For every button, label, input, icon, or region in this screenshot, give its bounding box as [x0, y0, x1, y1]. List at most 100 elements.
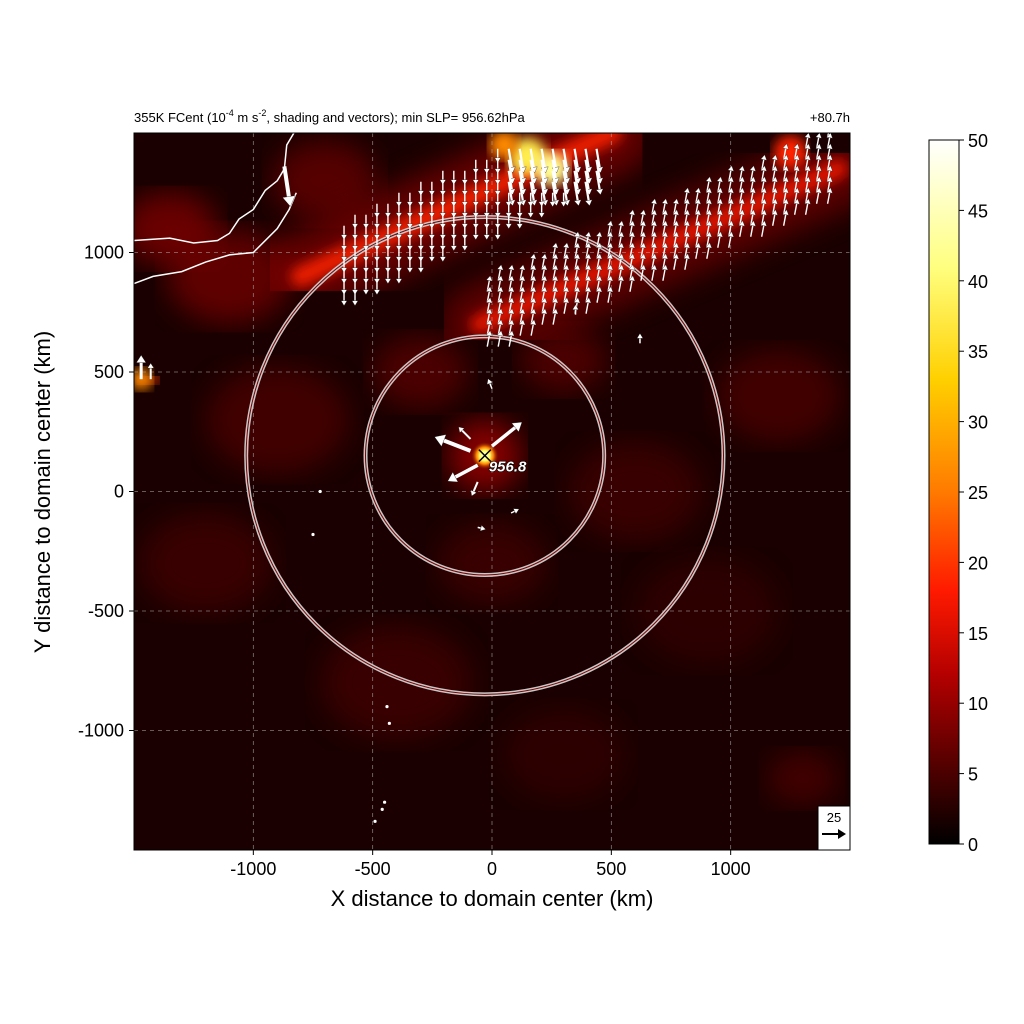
vector-northeast-354-head: [815, 133, 822, 139]
vector-west-2-head: [147, 362, 155, 369]
vector-core-sw-shaft: [454, 463, 479, 479]
colorbar-tick-label-25: 25: [968, 483, 988, 503]
reference-vector-box: 25: [817, 805, 851, 851]
vector-north-157-head: [595, 188, 604, 196]
vector-core-sw-head: [447, 471, 459, 483]
vector-northeast-173-head: [508, 286, 515, 293]
vector-northeast-295-head: [705, 242, 713, 249]
vector-north-151-shaft: [584, 148, 590, 168]
vector-northeast-318-head: [749, 198, 756, 205]
vector-northeast-344-head: [793, 176, 800, 183]
vector-northeast-305-head: [727, 198, 735, 205]
vector-northeast-249-shaft: [629, 280, 633, 292]
colorbar-tick-label-40: 40: [968, 272, 988, 292]
vector-northeast-295-shaft: [706, 247, 710, 259]
vector-northeast-310-head: [738, 176, 745, 183]
vector-northeast-190-shaft: [530, 324, 534, 336]
vector-northeast-242-shaft: [618, 280, 622, 292]
vector-northeast-337-head: [782, 176, 789, 183]
vector-northeast-184-head: [529, 253, 537, 260]
vector-northeast-301-head: [716, 231, 724, 238]
vector-northeast-257-head: [650, 209, 658, 216]
vector-northeast-338-head: [782, 187, 789, 194]
vector-north-21-head: [362, 289, 370, 295]
field-blob-12: [134, 192, 218, 265]
vector-northeast-216-head: [573, 297, 581, 304]
vector-north-150-head: [573, 199, 582, 207]
colorbar-tick-label-20: 20: [968, 553, 988, 573]
colorbar-tick-label-30: 30: [968, 413, 988, 433]
vector-northeast-365-head: [826, 176, 833, 183]
vector-coast-big-head: [282, 195, 296, 207]
vector-northeast-217-head: [584, 231, 592, 238]
island-1: [387, 721, 391, 725]
vector-northeast-239-head: [617, 242, 625, 249]
vector-northeast-191-head: [540, 253, 548, 260]
vector-core-se-shaft: [510, 510, 515, 514]
vector-northeast-308-head: [727, 231, 735, 238]
vector-northeast-288-shaft: [695, 247, 699, 259]
vector-north-111-shaft: [507, 148, 513, 168]
vector-northeast-352-head: [804, 187, 811, 194]
coastline-main: [134, 133, 295, 244]
vector-northeast-329-head: [771, 165, 778, 172]
vector-northeast-328-head: [771, 154, 778, 161]
vector-northeast-240-head: [617, 253, 625, 260]
vector-northeast-245-head: [628, 231, 636, 238]
vector-core-ne-head: [511, 421, 523, 433]
vector-northeast-362-head: [826, 143, 833, 150]
vector-northeast-206-head: [562, 264, 570, 271]
vector-northeast-223-head: [584, 297, 592, 304]
vector-west-1-head: [136, 354, 147, 363]
y-tick-label-500: 500: [94, 362, 124, 382]
vector-northeast-205-head: [562, 253, 570, 260]
vector-north-114-shaft: [507, 181, 513, 201]
colorbar: 0 5 10 15 20 25 30 35 40 45 50: [928, 131, 988, 855]
vector-northeast-281-head: [683, 242, 691, 249]
y-axis-ticks: -1000 -500 0 500 1000: [78, 243, 134, 741]
vector-core-ssw-head: [479, 524, 486, 532]
vector-northeast-359-head: [815, 187, 822, 194]
vector-north-110-head: [494, 234, 501, 241]
vector-northeast-163-shaft: [486, 335, 490, 347]
field-blob-6: [501, 707, 626, 801]
vector-northeast-271-head: [672, 209, 680, 216]
vector-northeast-348-head: [804, 143, 811, 150]
vector-northeast-366-head: [826, 187, 833, 194]
vector-northeast-266-head: [661, 231, 669, 238]
vector-north-74-head: [439, 256, 447, 263]
vector-northeast-282-head: [683, 253, 691, 260]
vector-north-124-head: [516, 223, 523, 230]
vector-northeast-309-head: [738, 165, 745, 172]
vector-northeast-203-shaft: [552, 313, 556, 325]
vector-northeast-263-head: [661, 198, 669, 205]
vector-northeast-322-head: [760, 165, 767, 172]
island-6: [311, 532, 315, 537]
vector-northeast-166-head: [497, 286, 504, 293]
vector-northeast-336-head: [782, 165, 789, 172]
vector-core-w-shaft: [443, 438, 472, 453]
vector-northeast-357-head: [815, 165, 822, 172]
vector-northeast-284-head: [694, 198, 702, 205]
vector-northeast-319-head: [749, 209, 756, 216]
coastline: [134, 133, 391, 823]
vector-core-s-shaft: [472, 481, 479, 492]
vector-northeast-323-head: [760, 176, 767, 183]
vector-northeast-276-head: [683, 187, 691, 194]
vector-northeast-304-head: [727, 187, 735, 194]
vector-northeast-209-shaft: [563, 302, 567, 314]
vector-north-145-shaft: [562, 181, 568, 201]
vector-northeast-345-head: [793, 187, 800, 194]
vector-northeast-164-head: [497, 264, 504, 271]
vector-northeast-333-head: [771, 209, 778, 216]
vector-core-ne-shaft: [490, 426, 517, 448]
vector-northeast-327-head: [760, 220, 767, 227]
y-tick-label--1000: -1000: [78, 721, 124, 741]
vector-northeast-256-head: [650, 198, 658, 205]
vector-northeast-183-shaft: [519, 324, 523, 336]
vector-north-29-head: [373, 289, 381, 295]
vector-n-2-head: [572, 304, 579, 310]
vector-northeast-320-head: [749, 220, 756, 227]
vector-northeast-219-head: [584, 253, 592, 260]
vector-northeast-190-head: [529, 319, 537, 326]
